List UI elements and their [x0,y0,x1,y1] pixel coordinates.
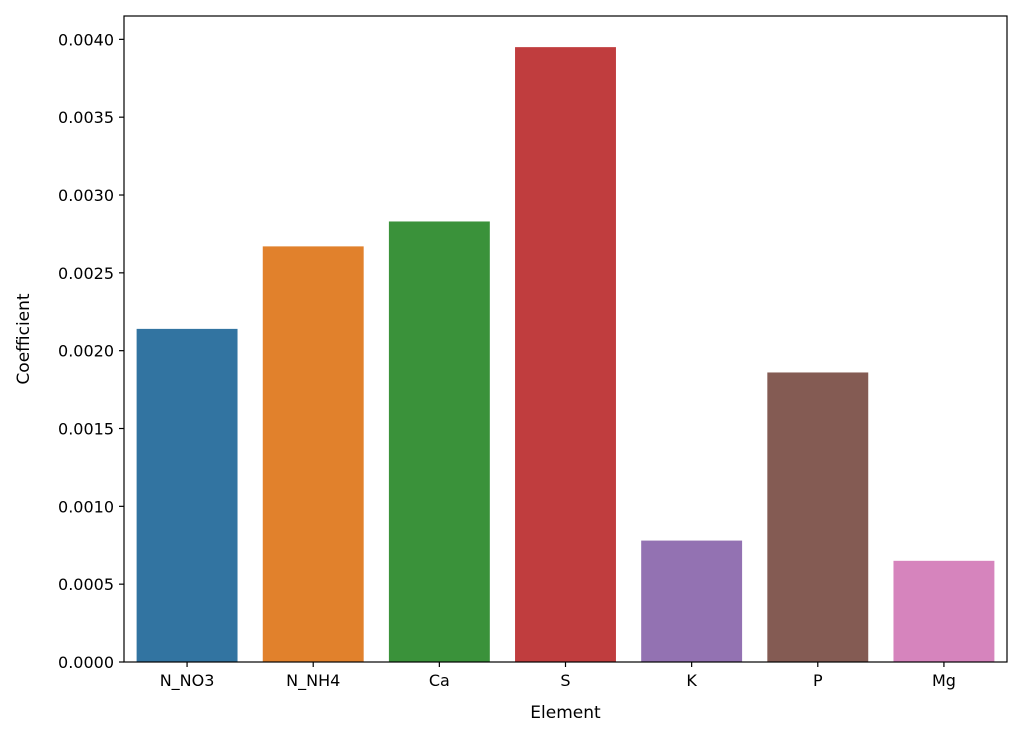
y-axis-label: Coefficient [14,293,34,384]
x-tick-label: N_NH4 [286,671,340,691]
y-tick-label: 0.0025 [58,264,114,283]
bar-p [767,372,869,662]
x-tick-label: P [813,671,823,690]
x-tick-label: Ca [429,671,450,690]
bar-ca [388,221,490,662]
y-tick-label: 0.0040 [58,30,114,49]
y-tick-label: 0.0030 [58,186,114,205]
x-axis-label: Element [530,703,601,723]
y-tick-label: 0.0010 [58,497,114,516]
bars-group [136,47,995,663]
bar-s [515,47,616,663]
y-tick-label: 0.0005 [58,575,114,594]
bar-n-no3 [136,328,238,662]
y-tick-label: 0.0000 [58,653,114,672]
x-tick-label: Mg [932,671,956,690]
bar-mg [893,560,995,662]
x-tick-label: K [686,671,697,690]
x-tick-label: S [560,671,570,690]
bar-n-nh4 [262,246,364,662]
x-axis: N_NO3 N_NH4 Ca S K P Mg [160,662,956,691]
bar-k [641,540,743,662]
y-axis: 0.0000 0.0005 0.0010 0.0015 0.0020 0.0025 0.00… [58,30,124,672]
x-tick-label: N_NO3 [160,671,215,691]
y-tick-label: 0.0020 [58,342,114,361]
y-tick-label: 0.0015 [58,420,114,439]
y-tick-label: 0.0035 [58,108,114,127]
